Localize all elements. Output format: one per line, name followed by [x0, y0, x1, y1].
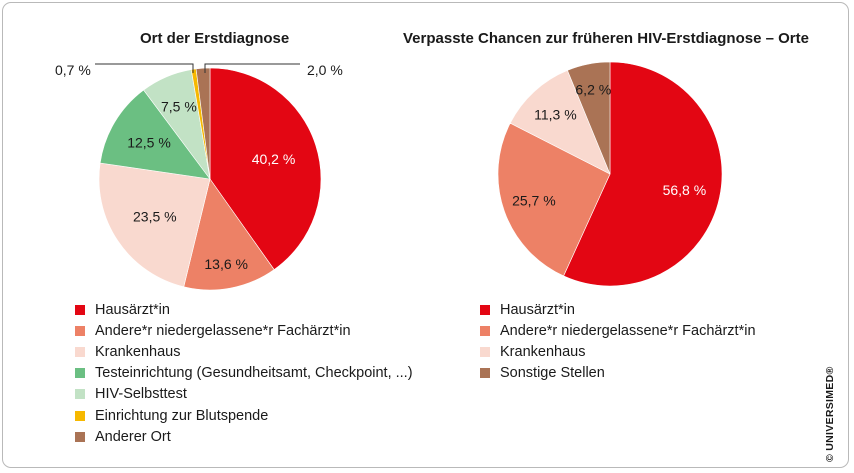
legend-item: Krankenhaus — [75, 341, 413, 362]
wedge-andere-fachaerztin — [497, 122, 611, 277]
legend-swatch — [75, 368, 85, 379]
wedge-sonstige-stellen — [567, 61, 611, 175]
legend-label: Andere*r niedergelassene*r Fachärzt*in — [500, 322, 756, 339]
legend-label: Testeinrichtung (Gesundheitsamt, Checkpo… — [95, 365, 413, 382]
legend-swatch — [75, 431, 85, 442]
leader-line — [95, 63, 194, 73]
legend-label: Krankenhaus — [95, 343, 181, 360]
legend-label: Hausärzt*in — [500, 301, 575, 318]
wedge-krankenhaus — [98, 162, 211, 288]
legend-label: Hausärzt*in — [95, 301, 170, 318]
legend-item: Hausärzt*in — [75, 299, 413, 320]
legend-swatch — [75, 325, 85, 336]
legend-label: Andere*r niedergelassene*r Fachärzt*in — [95, 322, 351, 339]
data-label: 25,7 % — [512, 193, 556, 209]
legend-swatch — [75, 410, 85, 421]
legend-item: Einrichtung zur Blutspende — [75, 405, 413, 426]
wedge-andere-fachaerztin — [183, 178, 275, 291]
legend-item: Andere*r niedergelassene*r Fachärzt*in — [480, 320, 756, 341]
data-label: 23,5 % — [133, 208, 177, 224]
data-label: 7,5 % — [161, 99, 197, 115]
wedge-anderer-ort — [195, 67, 211, 180]
legend-swatch — [75, 389, 85, 400]
data-label: 40,2 % — [252, 151, 296, 167]
legend-item: Anderer Ort — [75, 426, 413, 447]
leader-line — [204, 63, 300, 73]
wedge-testeinrichtung — [99, 89, 211, 180]
data-label: 6,2 % — [575, 81, 611, 97]
legend-label: Sonstige Stellen — [500, 365, 605, 382]
legend-label: HIV-Selbsttest — [95, 386, 187, 403]
wedge-hausaerztin — [209, 67, 322, 271]
legend-item: Krankenhaus — [480, 341, 756, 362]
legend-item: Hausärzt*in — [480, 299, 756, 320]
data-label: 56,8 % — [663, 182, 707, 198]
legend-item: Sonstige Stellen — [480, 363, 756, 384]
legend-item: Andere*r niedergelassene*r Fachärzt*in — [75, 320, 413, 341]
data-label: 2,0 % — [307, 62, 343, 78]
right-chart-title: Verpasste Chancen zur früheren HIV-Erstd… — [403, 30, 809, 47]
legend-label: Einrichtung zur Blutspende — [95, 407, 269, 424]
left-chart-title: Ort der Erstdiagnose — [140, 30, 290, 47]
wedge-hausaerztin — [563, 61, 723, 287]
legend-right: Hausärzt*in Andere*r niedergelassene*r Fa… — [480, 299, 756, 384]
copyright-notice: © UNIVERSIMED® — [824, 366, 836, 462]
legend-swatch — [480, 325, 490, 336]
legend-item: Testeinrichtung (Gesundheitsamt, Checkpo… — [75, 363, 413, 384]
data-label: 0,7 % — [55, 62, 91, 78]
legend-swatch — [75, 304, 85, 315]
data-label: 12,5 % — [127, 135, 171, 151]
wedge-krankenhaus — [509, 69, 611, 175]
legend-swatch — [480, 368, 490, 379]
data-label: 13,6 % — [204, 256, 248, 272]
legend-swatch — [480, 304, 490, 315]
legend-swatch — [75, 346, 85, 357]
legend-label: Anderer Ort — [95, 428, 171, 445]
legend-swatch — [480, 346, 490, 357]
data-label: 11,3 % — [534, 107, 577, 123]
legend-left: Hausärzt*in Andere*r niedergelassene*r Fa… — [75, 299, 413, 447]
legend-label: Krankenhaus — [500, 343, 586, 360]
legend-item: HIV-Selbsttest — [75, 384, 413, 405]
